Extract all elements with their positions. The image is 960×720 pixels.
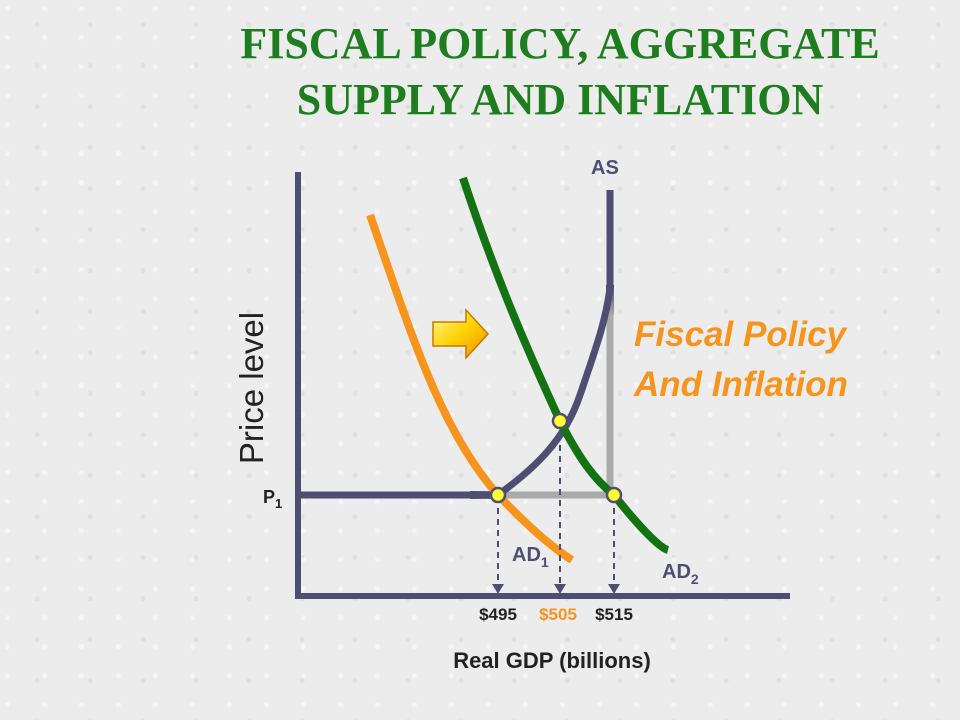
arrowhead-515 <box>608 584 620 594</box>
x-tick-label-495: $495 <box>479 605 517 624</box>
equilibrium-point-ad2 <box>551 412 569 430</box>
callout-line-1: Fiscal Policy <box>634 315 847 354</box>
x-tick-label-515: $515 <box>595 605 633 624</box>
drop-lines <box>497 423 615 590</box>
ad1-label-main: AD <box>512 544 541 566</box>
as-curve-label: AS <box>591 157 619 179</box>
y-axis-label: Price level <box>233 311 270 465</box>
ad2-curve-label: AD2 <box>662 561 699 587</box>
ad2-label-main: AD <box>662 561 691 583</box>
as-curve <box>300 190 614 499</box>
ad2-curve <box>459 176 670 554</box>
title-line-2: SUPPLY AND INFLATION <box>296 75 824 124</box>
drop-arrowheads <box>492 584 620 594</box>
equilibrium-point-ad1 <box>489 486 507 504</box>
y-tick-label-p1: P1 <box>263 487 282 511</box>
callout-line-2: And Inflation <box>634 365 848 404</box>
title-line-1: FISCAL POLICY, AGGREGATE <box>240 19 880 68</box>
arrowhead-505 <box>554 584 566 594</box>
x-tick-label-505: $505 <box>539 605 577 624</box>
full-employment-point <box>605 486 623 504</box>
page-title: FISCAL POLICY, AGGREGATE SUPPLY AND INFL… <box>180 16 940 128</box>
ad1-curve <box>366 213 575 564</box>
p1-sub: 1 <box>275 496 282 511</box>
callout-text: Fiscal Policy And Inflation <box>634 310 934 410</box>
arrowhead-495 <box>492 584 504 594</box>
p1-main: P <box>263 487 275 507</box>
x-axis-label: Real GDP (billions) <box>453 648 651 673</box>
ad1-curve-label: AD1 <box>512 544 549 570</box>
ad1-label-sub: 1 <box>541 554 549 570</box>
right-arrow-icon <box>432 308 490 360</box>
ad2-label-sub: 2 <box>691 571 699 587</box>
